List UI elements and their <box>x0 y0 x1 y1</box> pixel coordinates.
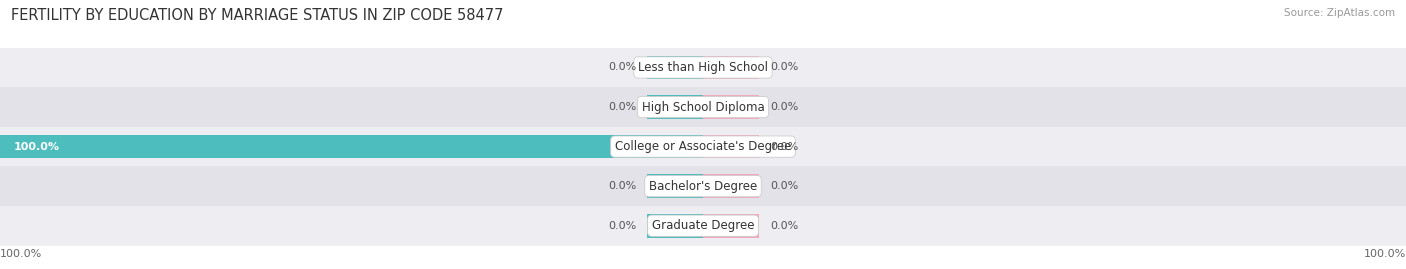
Text: 100.0%: 100.0% <box>14 141 60 152</box>
Bar <box>0 48 1406 87</box>
Text: Less than High School: Less than High School <box>638 61 768 74</box>
Text: 0.0%: 0.0% <box>770 62 799 72</box>
Bar <box>647 95 703 119</box>
Bar <box>703 214 759 238</box>
Bar <box>647 214 703 238</box>
Text: 100.0%: 100.0% <box>0 249 42 259</box>
Bar <box>0 87 1406 127</box>
Bar <box>0 127 1406 167</box>
Bar <box>0 167 1406 206</box>
Text: 100.0%: 100.0% <box>1364 249 1406 259</box>
Text: Graduate Degree: Graduate Degree <box>652 219 754 232</box>
Text: 0.0%: 0.0% <box>770 141 799 152</box>
Text: 0.0%: 0.0% <box>770 181 799 191</box>
Text: Bachelor's Degree: Bachelor's Degree <box>650 180 756 193</box>
Text: Source: ZipAtlas.com: Source: ZipAtlas.com <box>1284 8 1395 18</box>
Text: 0.0%: 0.0% <box>607 181 637 191</box>
Bar <box>0 206 1406 246</box>
Bar <box>703 135 759 158</box>
Bar <box>703 56 759 79</box>
Text: 0.0%: 0.0% <box>607 221 637 231</box>
Bar <box>0 135 703 158</box>
Text: High School Diploma: High School Diploma <box>641 101 765 114</box>
Text: 0.0%: 0.0% <box>770 102 799 112</box>
Bar <box>703 174 759 198</box>
Bar <box>647 174 703 198</box>
Bar <box>647 56 703 79</box>
Text: 0.0%: 0.0% <box>607 62 637 72</box>
Text: College or Associate's Degree: College or Associate's Degree <box>614 140 792 153</box>
Text: 0.0%: 0.0% <box>607 102 637 112</box>
Text: FERTILITY BY EDUCATION BY MARRIAGE STATUS IN ZIP CODE 58477: FERTILITY BY EDUCATION BY MARRIAGE STATU… <box>11 8 503 23</box>
Text: 0.0%: 0.0% <box>770 221 799 231</box>
Bar <box>703 95 759 119</box>
